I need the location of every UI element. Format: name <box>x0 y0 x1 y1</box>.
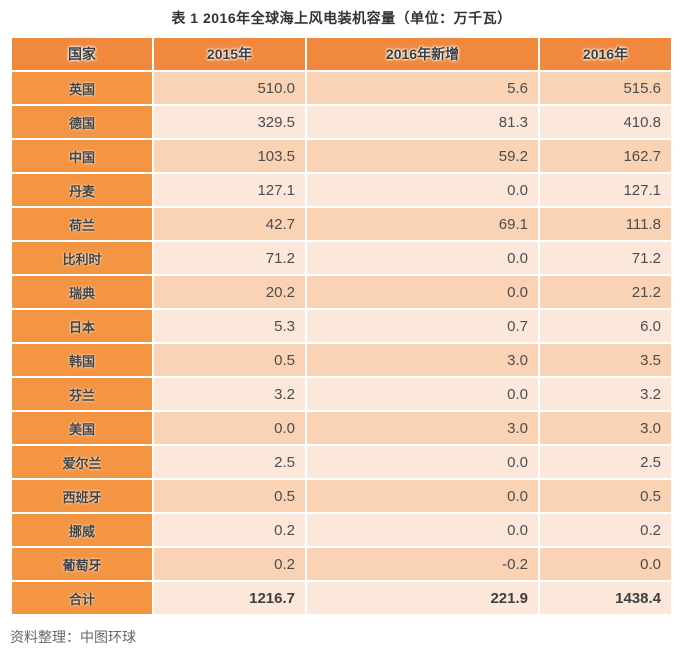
value-2016-cell: 127.1 <box>540 174 671 206</box>
value-2016-cell: 0.5 <box>540 480 671 512</box>
col-header-2016: 2016年 <box>540 38 671 70</box>
value-2015-cell: 510.0 <box>154 72 305 104</box>
country-cell: 德国 <box>12 106 152 138</box>
value-2015-cell: 3.2 <box>154 378 305 410</box>
country-cell: 日本 <box>12 310 152 342</box>
country-cell: 比利时 <box>12 242 152 274</box>
country-cell: 荷兰 <box>12 208 152 240</box>
value-2015-cell: 0.2 <box>154 548 305 580</box>
value-added-cell: 0.0 <box>307 514 538 546</box>
country-cell: 挪威 <box>12 514 152 546</box>
value-2016-cell: 0.2 <box>540 514 671 546</box>
table-row: 瑞典 20.2 0.0 21.2 <box>12 276 671 308</box>
table-row: 丹麦 127.1 0.0 127.1 <box>12 174 671 206</box>
table-row: 爱尔兰 2.5 0.0 2.5 <box>12 446 671 478</box>
country-cell: 芬兰 <box>12 378 152 410</box>
value-2016-cell: 111.8 <box>540 208 671 240</box>
value-2016-cell: 162.7 <box>540 140 671 172</box>
value-added-cell: 3.0 <box>307 412 538 444</box>
value-2016-cell: 71.2 <box>540 242 671 274</box>
country-cell: 瑞典 <box>12 276 152 308</box>
value-2016-cell: 3.5 <box>540 344 671 376</box>
table-row: 中国 103.5 59.2 162.7 <box>12 140 671 172</box>
country-cell: 合计 <box>12 582 152 614</box>
value-added-cell: 3.0 <box>307 344 538 376</box>
value-added-cell: 0.0 <box>307 480 538 512</box>
col-header-2016-added: 2016年新增 <box>307 38 538 70</box>
value-2016-cell: 21.2 <box>540 276 671 308</box>
value-2016-cell: 6.0 <box>540 310 671 342</box>
table-body: 英国 510.0 5.6 515.6 德国 329.5 81.3 410.8 中… <box>12 72 671 614</box>
value-2015-cell: 0.0 <box>154 412 305 444</box>
table-row: 芬兰 3.2 0.0 3.2 <box>12 378 671 410</box>
table-row: 德国 329.5 81.3 410.8 <box>12 106 671 138</box>
table-row: 英国 510.0 5.6 515.6 <box>12 72 671 104</box>
header-row: 国家 2015年 2016年新增 2016年 <box>12 38 671 70</box>
value-2015-cell: 127.1 <box>154 174 305 206</box>
country-cell: 爱尔兰 <box>12 446 152 478</box>
value-added-cell: 0.0 <box>307 446 538 478</box>
value-2015-cell: 1216.7 <box>154 582 305 614</box>
table-row: 美国 0.0 3.0 3.0 <box>12 412 671 444</box>
table-row: 葡萄牙 0.2 -0.2 0.0 <box>12 548 671 580</box>
value-added-cell: 69.1 <box>307 208 538 240</box>
value-2015-cell: 5.3 <box>154 310 305 342</box>
country-cell: 中国 <box>12 140 152 172</box>
capacity-table: 国家 2015年 2016年新增 2016年 英国 510.0 5.6 515.… <box>10 36 673 616</box>
table-row: 西班牙 0.5 0.0 0.5 <box>12 480 671 512</box>
country-cell: 葡萄牙 <box>12 548 152 580</box>
value-added-cell: 0.0 <box>307 242 538 274</box>
value-2015-cell: 2.5 <box>154 446 305 478</box>
value-2016-cell: 0.0 <box>540 548 671 580</box>
value-added-cell: 0.0 <box>307 378 538 410</box>
value-added-cell: 59.2 <box>307 140 538 172</box>
value-added-cell: -0.2 <box>307 548 538 580</box>
value-2016-cell: 2.5 <box>540 446 671 478</box>
value-added-cell: 221.9 <box>307 582 538 614</box>
value-2015-cell: 71.2 <box>154 242 305 274</box>
table-row: 韩国 0.5 3.0 3.5 <box>12 344 671 376</box>
value-2015-cell: 0.5 <box>154 480 305 512</box>
country-cell: 韩国 <box>12 344 152 376</box>
value-added-cell: 0.0 <box>307 174 538 206</box>
country-cell: 西班牙 <box>12 480 152 512</box>
value-2016-cell: 410.8 <box>540 106 671 138</box>
value-2015-cell: 20.2 <box>154 276 305 308</box>
value-added-cell: 0.0 <box>307 276 538 308</box>
table-row: 挪威 0.2 0.0 0.2 <box>12 514 671 546</box>
value-2016-cell: 3.0 <box>540 412 671 444</box>
value-2015-cell: 0.2 <box>154 514 305 546</box>
value-2016-cell: 3.2 <box>540 378 671 410</box>
total-row: 合计 1216.7 221.9 1438.4 <box>12 582 671 614</box>
value-2015-cell: 329.5 <box>154 106 305 138</box>
value-added-cell: 81.3 <box>307 106 538 138</box>
value-added-cell: 0.7 <box>307 310 538 342</box>
value-2016-cell: 1438.4 <box>540 582 671 614</box>
col-header-country: 国家 <box>12 38 152 70</box>
table-title: 表 1 2016年全球海上风电装机容量（单位：万千瓦） <box>171 10 512 26</box>
value-2015-cell: 0.5 <box>154 344 305 376</box>
table-row: 日本 5.3 0.7 6.0 <box>12 310 671 342</box>
country-cell: 美国 <box>12 412 152 444</box>
table-row: 荷兰 42.7 69.1 111.8 <box>12 208 671 240</box>
value-2016-cell: 515.6 <box>540 72 671 104</box>
table-row: 比利时 71.2 0.0 71.2 <box>12 242 671 274</box>
value-2015-cell: 103.5 <box>154 140 305 172</box>
table-header: 国家 2015年 2016年新增 2016年 <box>12 38 671 70</box>
value-added-cell: 5.6 <box>307 72 538 104</box>
value-2015-cell: 42.7 <box>154 208 305 240</box>
country-cell: 英国 <box>12 72 152 104</box>
col-header-2015: 2015年 <box>154 38 305 70</box>
source-note: 资料整理：中图环球 <box>10 629 136 645</box>
country-cell: 丹麦 <box>12 174 152 206</box>
